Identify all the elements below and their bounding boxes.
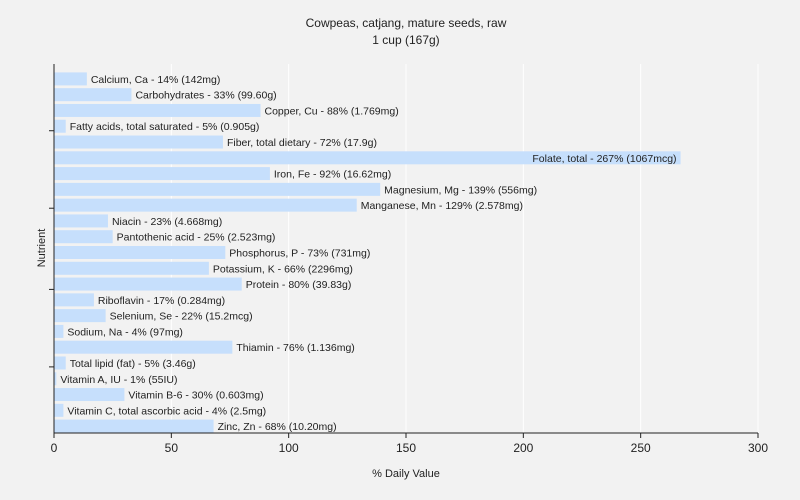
bar-4: [54, 135, 223, 149]
x-tick-label-200: 200: [513, 441, 533, 455]
bar-label-22: Zinc, Zn - 68% (10.20mg): [218, 421, 337, 433]
bar-16: [54, 324, 64, 338]
x-tick-label-100: 100: [279, 441, 299, 455]
bar-2: [54, 103, 261, 117]
bar-18: [54, 356, 66, 370]
bar-9: [54, 214, 108, 228]
bar-3: [54, 119, 66, 133]
x-tick-label-0: 0: [51, 441, 58, 455]
bar-label-10: Pantothenic acid - 25% (2.523mg): [117, 232, 276, 244]
bar-label-6: Iron, Fe - 92% (16.62mg): [274, 169, 391, 181]
x-tick-label-150: 150: [396, 441, 416, 455]
bar-label-5: Folate, total - 267% (1067mcg): [532, 153, 676, 165]
bar-label-18: Total lipid (fat) - 5% (3.46g): [70, 358, 196, 370]
bar-8: [54, 198, 357, 212]
bar-label-2: Copper, Cu - 88% (1.769mg): [265, 105, 399, 117]
bar-12: [54, 261, 209, 275]
bar-14: [54, 293, 94, 307]
bar-label-0: Calcium, Ca - 14% (142mg): [91, 74, 221, 86]
bar-19: [54, 372, 57, 386]
bar-label-9: Niacin - 23% (4.668mg): [112, 216, 222, 228]
x-axis-ticks: 0 50 100 150 200 250 300: [51, 433, 768, 455]
bar-label-3: Fatty acids, total saturated - 5% (0.905…: [70, 121, 260, 133]
bar-11: [54, 246, 226, 259]
bar-label-17: Thiamin - 76% (1.136mg): [236, 342, 354, 354]
bar-label-8: Manganese, Mn - 129% (2.578mg): [361, 200, 523, 212]
x-tick-label-300: 300: [748, 441, 768, 455]
bar-label-21: Vitamin C, total ascorbic acid - 4% (2.5…: [67, 405, 266, 417]
bar-17: [54, 340, 233, 354]
bar-labels: Calcium, Ca - 14% (142mg) Carbohydrates -…: [60, 74, 676, 433]
bar-7: [54, 182, 381, 196]
bar-22: [54, 419, 214, 433]
bar-label-7: Magnesium, Mg - 139% (556mg): [384, 184, 537, 196]
x-tick-label-50: 50: [165, 441, 179, 455]
bar-label-11: Phosphorus, P - 73% (731mg): [229, 248, 370, 260]
bar-0: [54, 72, 87, 86]
bar-15: [54, 309, 106, 323]
y-axis-label: Nutrient: [36, 229, 48, 268]
bar-label-15: Selenium, Se - 22% (15.2mcg): [110, 311, 253, 323]
gridlines: [170, 64, 759, 433]
bar-label-19: Vitamin A, IU - 1% (55IU): [60, 374, 177, 386]
bar-label-13: Protein - 80% (39.83g): [246, 279, 352, 291]
bar-20: [54, 388, 125, 402]
bar-label-14: Riboflavin - 17% (0.284mg): [98, 295, 225, 307]
bar-6: [54, 167, 270, 181]
bar-21: [54, 403, 64, 417]
bars: [54, 72, 681, 433]
bar-label-20: Vitamin B-6 - 30% (0.603mg): [128, 390, 263, 402]
bar-13: [54, 277, 242, 291]
chart-title: Cowpeas, catjang, mature seeds, raw: [306, 16, 507, 30]
bar-5: [54, 151, 681, 165]
bar-1: [54, 88, 132, 102]
bar-label-1: Carbohydrates - 33% (99.60g): [135, 90, 276, 102]
bar-label-16: Sodium, Na - 4% (97mg): [67, 326, 183, 338]
x-tick-label-250: 250: [631, 441, 651, 455]
chart-subtitle: 1 cup (167g): [372, 33, 439, 47]
bar-label-4: Fiber, total dietary - 72% (17.9g): [227, 137, 377, 149]
bar-10: [54, 230, 113, 244]
bar-label-12: Potassium, K - 66% (2296mg): [213, 263, 353, 275]
x-axis-label: % Daily Value: [372, 468, 440, 480]
